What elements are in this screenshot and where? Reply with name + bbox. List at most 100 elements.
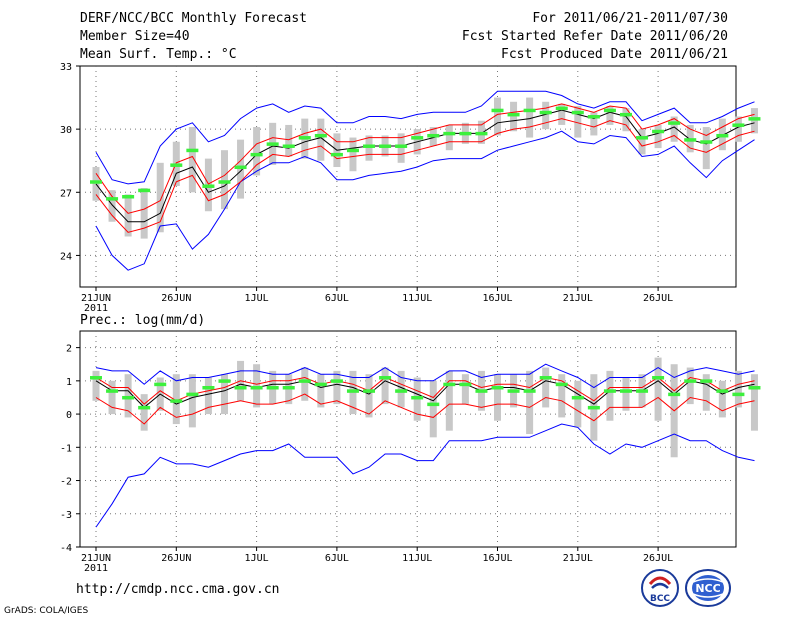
- temperature-ensemble-marker: [491, 108, 504, 113]
- temperature-spread-box: [124, 194, 132, 237]
- temperature-frame: [79, 65, 737, 288]
- bcc-logo-text: BCC: [650, 594, 670, 604]
- precipitation-ensemble-marker: [314, 382, 327, 387]
- precipitation-spread-box: [461, 374, 469, 405]
- precipitation-spread-box: [494, 374, 501, 421]
- precipitation-xtick-label: 6JUL: [325, 553, 349, 564]
- precip-panel-label: Prec.: log(mm/d): [80, 313, 205, 328]
- temperature-ensemble-marker: [90, 180, 102, 184]
- precipitation-ensemble-marker: [346, 389, 359, 393]
- fcst-produced: Fcst Produced Date 2011/06/21: [501, 47, 728, 62]
- temperature-envelope-max-line: [95, 90, 755, 185]
- temperature-spread-box: [558, 103, 566, 125]
- temperature-upper-line: [95, 103, 755, 214]
- temperature-ensemble-marker: [314, 133, 327, 138]
- temperature-ensemble-marker: [122, 194, 135, 199]
- temperature-spread-box: [397, 133, 405, 163]
- precipitation-ensemble-marker: [154, 382, 167, 387]
- temperature-spread-box: [445, 124, 453, 151]
- temperature-xtick-label: 1JUL: [245, 293, 269, 304]
- precipitation-ensemble-marker: [603, 389, 616, 393]
- precipitation-ensemble-marker: [395, 389, 408, 393]
- temperature-xtick-label: 21JUL: [563, 293, 593, 304]
- temperature-ensemble-marker: [346, 148, 359, 153]
- temperature-spread-box: [590, 112, 598, 136]
- temperature-ensemble-marker: [539, 110, 552, 115]
- temperature-ensemble-marker: [411, 136, 424, 140]
- ncc-logo-text: NCC: [695, 582, 720, 595]
- precipitation-ytick-label: 0: [66, 410, 72, 421]
- temperature-spread-box: [220, 150, 228, 210]
- temperature-ensemble-marker: [603, 108, 616, 113]
- bcc-logo: BCC: [641, 569, 679, 607]
- precipitation-ensemble-marker: [571, 395, 584, 400]
- temperature-spread-box: [188, 127, 196, 193]
- temperature-ytick-label: 33: [60, 62, 72, 73]
- precipitation-spread-box: [606, 370, 614, 421]
- precipitation-ensemble-marker: [218, 379, 231, 383]
- precipitation-spread-box: [574, 380, 582, 428]
- precipitation-xtick-label: 16JUL: [482, 553, 512, 564]
- temperature-spread-box: [253, 127, 261, 176]
- precipitation-spread-box: [734, 370, 742, 408]
- precipitation-xtick-label: 21JUL: [563, 553, 593, 564]
- temperature-spread-box: [654, 124, 662, 149]
- precipitation-xtick-label: 11JUL: [402, 553, 432, 564]
- precipitation-spread-box: [124, 374, 132, 418]
- precipitation-ytick-label: -2: [60, 477, 72, 488]
- fcst-started: Fcst Started Refer Date 2011/06/20: [461, 29, 728, 44]
- temperature-ytick-label: 24: [60, 251, 72, 262]
- precipitation-spread-box: [702, 374, 710, 411]
- precipitation-spread-box: [220, 374, 228, 415]
- temperature-ensemble-marker: [170, 163, 183, 167]
- temperature-ytick-label: 27: [60, 188, 72, 199]
- precipitation-ensemble-marker: [459, 382, 472, 387]
- precipitation-ytick-label: -1: [60, 443, 72, 454]
- source-url: http://cmdp.ncc.cma.gov.cn: [76, 582, 280, 597]
- temperature-ensemble-marker: [427, 133, 440, 138]
- temperature-ensemble-marker: [186, 148, 199, 153]
- temperature-spread-box: [526, 97, 534, 138]
- precipitation-frame: [79, 330, 737, 548]
- precipitation-spread-box: [301, 367, 309, 401]
- temperature-spread-box: [237, 139, 245, 199]
- temperature-xtick-label: 26JUL: [643, 293, 673, 304]
- precipitation-ensemble-marker: [330, 379, 343, 383]
- precipitation-lower-line: [95, 393, 755, 425]
- precipitation-spread-box: [253, 364, 261, 408]
- precipitation-ensemble-marker: [170, 399, 183, 403]
- precipitation-spread-box: [397, 370, 405, 408]
- precipitation-spread-box: [542, 367, 550, 408]
- temperature-ensemble-marker: [571, 110, 584, 115]
- temperature-spread-box: [622, 108, 630, 132]
- chart-title: DERF/NCC/BCC Monthly Forecast: [80, 11, 307, 26]
- precipitation-ensemble-marker: [282, 385, 295, 390]
- precipitation-xtick-label: 21JUN: [81, 553, 111, 564]
- precipitation-ensemble-marker: [523, 389, 536, 393]
- temperature-ytick-label: 30: [60, 125, 72, 136]
- precipitation-ensemble-marker: [539, 376, 552, 380]
- precipitation-ensemble-marker: [411, 395, 424, 400]
- temperature-ensemble-marker: [716, 133, 729, 138]
- temperature-xtick-label: 21JUN: [81, 293, 111, 304]
- precipitation-spread-box: [750, 374, 758, 431]
- precipitation-spread-box: [686, 367, 694, 405]
- temperature-ensemble-marker: [668, 121, 681, 125]
- precipitation-ensemble-marker: [668, 392, 681, 397]
- precipitation-spread-box: [333, 370, 341, 405]
- precipitation-spread-box: [140, 394, 148, 431]
- precipitation-ensemble-marker: [427, 402, 440, 407]
- precipitation-spread-box: [317, 374, 325, 408]
- precipitation-ytick-label: -4: [60, 543, 72, 554]
- precipitation-ensemble-marker: [443, 382, 456, 387]
- temperature-spread-box: [365, 135, 373, 161]
- precipitation-ensemble-marker: [379, 376, 392, 380]
- temperature-ensemble-marker: [732, 123, 745, 127]
- temperature-xtick-label: 6JUL: [325, 293, 349, 304]
- temperature-ensemble-marker: [443, 131, 456, 136]
- temperature-ensemble-marker: [395, 144, 408, 148]
- precipitation-spread-box: [718, 380, 726, 418]
- precipitation-ensemble-marker: [298, 379, 311, 383]
- variable-label: Mean Surf. Temp.: °C: [80, 47, 237, 62]
